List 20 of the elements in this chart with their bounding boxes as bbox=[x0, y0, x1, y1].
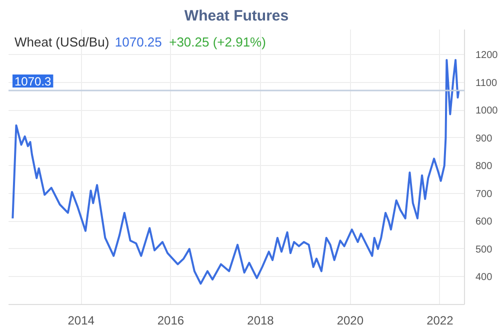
y-tick-label: 400 bbox=[476, 272, 493, 284]
annotation: 1070.25 bbox=[114, 34, 162, 50]
y-tick-label: 1100 bbox=[476, 78, 498, 89]
chart-title: Wheat Futures bbox=[184, 8, 289, 24]
annotation: Wheat (USd/Bu) bbox=[14, 34, 110, 50]
y-tick-label: 900 bbox=[476, 133, 493, 144]
annotation: +30.25 (+2.91%) bbox=[169, 34, 266, 50]
ref-line-label: 1070.3 bbox=[14, 74, 52, 89]
x-tick-label: 2020 bbox=[336, 314, 364, 327]
x-tick-label: 2018 bbox=[247, 314, 274, 327]
x-tick-label: 2016 bbox=[157, 314, 184, 327]
x-tick-label: 2022 bbox=[426, 314, 454, 327]
y-tick-label: 500 bbox=[476, 244, 493, 256]
y-tick-label: 1000 bbox=[476, 106, 498, 117]
y-tick-label: 600 bbox=[476, 216, 493, 228]
y-tick-label: 800 bbox=[476, 161, 493, 172]
line-series bbox=[12, 59, 460, 285]
x-tick-label: 2014 bbox=[68, 314, 95, 327]
y-tick-label: 700 bbox=[476, 188, 493, 200]
y-tick-label: 1200 bbox=[476, 50, 498, 61]
